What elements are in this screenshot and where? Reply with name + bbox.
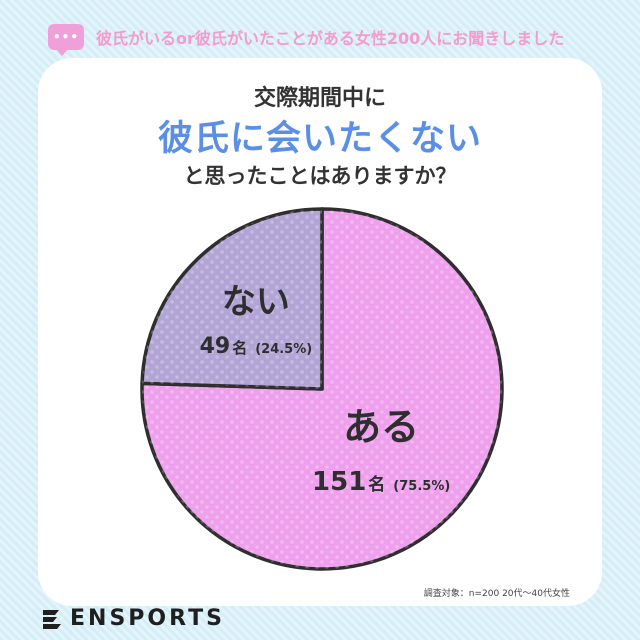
slice-name-label-1: ない bbox=[222, 282, 290, 322]
survey-footnote: 調査対象：n=200 20代〜40代女性 bbox=[423, 589, 570, 599]
slice-value-label-1: 49 名 (24.5%) bbox=[200, 334, 313, 359]
survey-caption: 彼氏がいるor彼氏がいたことがある女性200人にお聞きしました bbox=[96, 29, 565, 48]
survey-header: ••• 彼氏がいるor彼氏がいたことがある女性200人にお聞きしました bbox=[48, 22, 590, 56]
slice-value-label-0: 151 名 (75.5%) bbox=[312, 467, 450, 497]
ensports-logo-icon bbox=[43, 609, 61, 629]
slice-name-label-0: ある bbox=[343, 405, 419, 449]
logo-text: ENSPORTS bbox=[70, 606, 225, 631]
question-line-3: と思ったことはありますか？ bbox=[183, 164, 457, 188]
pie-slice-texture-1 bbox=[142, 209, 322, 389]
question-line-1: 交際期間中に bbox=[253, 86, 386, 111]
speech-bubble-icon: ••• bbox=[48, 24, 84, 56]
question-highlight: 彼氏に会いたくない bbox=[157, 119, 482, 159]
ensports-logo: ENSPORTS bbox=[40, 606, 225, 631]
